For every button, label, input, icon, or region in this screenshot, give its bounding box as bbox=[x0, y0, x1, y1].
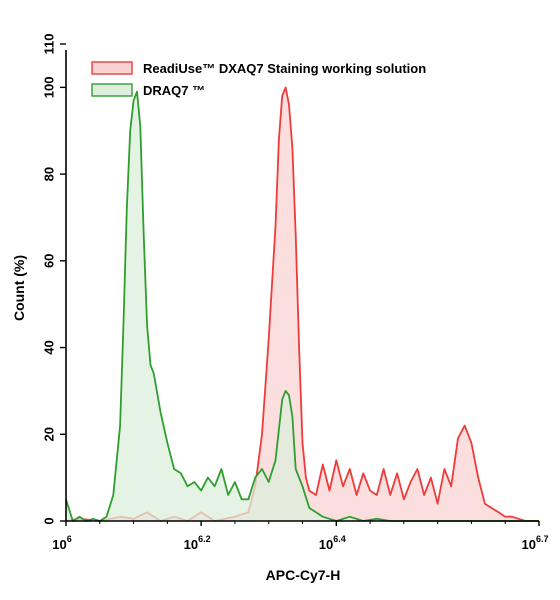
x-tick-label: 106.4 bbox=[319, 534, 346, 552]
y-tick-label: 60 bbox=[42, 254, 57, 268]
x-ticks: 106 106.2 106.4 106.7 bbox=[52, 521, 548, 552]
y-tick-label: 110 bbox=[42, 34, 57, 55]
series-layer bbox=[65, 86, 539, 522]
grid-and-area bbox=[65, 86, 539, 522]
y-tick-label: 0 bbox=[42, 517, 57, 524]
y-tick-label: 20 bbox=[42, 427, 57, 441]
x-tick-label: 106 bbox=[52, 534, 71, 552]
legend-swatch bbox=[91, 61, 133, 75]
x-tick-label: 106.2 bbox=[184, 534, 211, 552]
y-ticks: 0 20 40 60 80 100 110 bbox=[42, 34, 66, 525]
axes: 0 20 40 60 80 100 110 106 106.2 106.4 106.7 bbox=[42, 34, 549, 552]
legend-label: DRAQ7 ™ bbox=[143, 83, 205, 98]
y-tick-label: 80 bbox=[42, 167, 57, 181]
x-tick-label: 106.7 bbox=[522, 534, 549, 552]
legend: ReadiUse™ DXAQ7 Staining working solutio… bbox=[91, 61, 426, 98]
series-2-line bbox=[65, 90, 539, 522]
y-tick-label: 40 bbox=[42, 340, 57, 354]
y-axis-title: Count (%) bbox=[11, 255, 27, 321]
legend-swatch bbox=[91, 83, 133, 97]
x-axis-title: APC-Cy7-H bbox=[266, 567, 341, 583]
y-tick-label: 100 bbox=[42, 77, 57, 99]
legend-label: ReadiUse™ DXAQ7 Staining working solutio… bbox=[143, 61, 426, 76]
